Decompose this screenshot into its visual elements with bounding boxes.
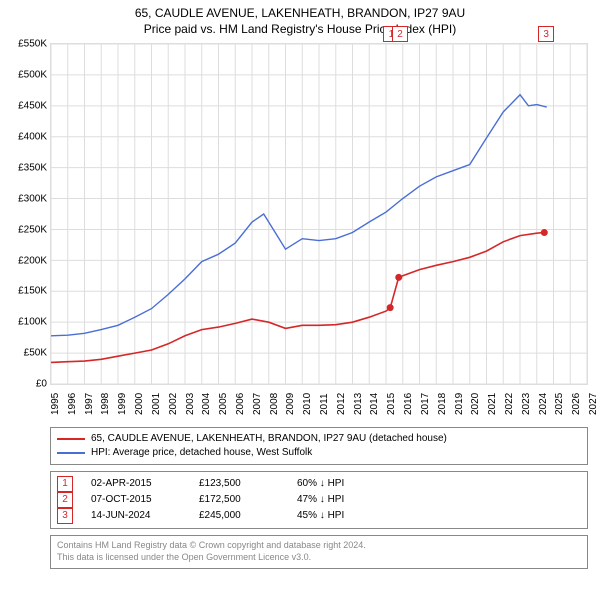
x-tick-label: 1997: [84, 393, 95, 415]
x-tick-label: 2002: [168, 393, 179, 415]
event-row: 3 14-JUN-2024 £245,000 45% ↓ HPI: [57, 508, 581, 524]
legend-label: 65, CAUDLE AVENUE, LAKENHEATH, BRANDON, …: [91, 432, 447, 446]
plot-svg: [51, 44, 587, 384]
legend-box: 65, CAUDLE AVENUE, LAKENHEATH, BRANDON, …: [50, 427, 588, 465]
x-tick-label: 2005: [218, 393, 229, 415]
x-tick-label: 2020: [470, 393, 481, 415]
events-box: 1 02-APR-2015 £123,500 60% ↓ HPI 2 07-OCT-201…: [50, 471, 588, 529]
event-date: 07-OCT-2015: [91, 492, 181, 508]
y-tick-label: £500K: [18, 70, 47, 81]
x-tick-label: 2003: [185, 393, 196, 415]
x-tick-label: 1999: [117, 393, 128, 415]
event-price: £245,000: [199, 508, 279, 524]
x-tick-label: 2024: [538, 393, 549, 415]
x-axis-ticks: 1995 1996 1997 1998 1999 2000 2001 2002 2003 2004…: [50, 385, 588, 421]
chart-event-marker: 2: [392, 26, 408, 42]
event-row: 2 07-OCT-2015 £172,500 47% ↓ HPI: [57, 492, 581, 508]
x-tick-label: 2006: [235, 393, 246, 415]
x-tick-label: 2019: [454, 393, 465, 415]
footer-box: Contains HM Land Registry data © Crown c…: [50, 535, 588, 568]
title-line-2: Price paid vs. HM Land Registry's House …: [0, 22, 600, 38]
event-date: 14-JUN-2024: [91, 508, 181, 524]
event-pct: 47% ↓ HPI: [297, 492, 344, 508]
y-tick-label: £550K: [18, 39, 47, 50]
event-row: 1 02-APR-2015 £123,500 60% ↓ HPI: [57, 476, 581, 492]
x-tick-label: 1996: [67, 393, 78, 415]
y-tick-label: £450K: [18, 101, 47, 112]
title-block: 65, CAUDLE AVENUE, LAKENHEATH, BRANDON, …: [0, 0, 600, 37]
chart-area: £0£50K£100K£150K£200K£250K£300K£350K£400…: [50, 43, 588, 385]
y-tick-label: £100K: [18, 317, 47, 328]
event-marker: 2: [57, 492, 73, 508]
event-marker: 1: [57, 476, 73, 492]
chart-event-marker: 3: [538, 26, 554, 42]
x-tick-label: 2012: [336, 393, 347, 415]
event-price: £123,500: [199, 476, 279, 492]
y-tick-label: £250K: [18, 224, 47, 235]
x-tick-label: 2014: [369, 393, 380, 415]
x-tick-label: 2015: [386, 393, 397, 415]
event-date: 02-APR-2015: [91, 476, 181, 492]
footer-line-2: This data is licensed under the Open Gov…: [57, 552, 581, 564]
y-tick-label: £200K: [18, 255, 47, 266]
x-tick-label: 2023: [521, 393, 532, 415]
x-tick-label: 2008: [269, 393, 280, 415]
footer-line-1: Contains HM Land Registry data © Crown c…: [57, 540, 581, 552]
y-tick-label: £300K: [18, 193, 47, 204]
event-pct: 45% ↓ HPI: [297, 508, 344, 524]
x-tick-label: 2021: [487, 393, 498, 415]
x-tick-label: 2027: [588, 393, 599, 415]
x-tick-label: 2025: [554, 393, 565, 415]
y-tick-label: £50K: [24, 348, 47, 359]
event-price: £172,500: [199, 492, 279, 508]
legend-item: HPI: Average price, detached house, West…: [57, 446, 581, 460]
legend-swatch: [57, 452, 85, 454]
y-tick-label: £400K: [18, 131, 47, 142]
legend-item: 65, CAUDLE AVENUE, LAKENHEATH, BRANDON, …: [57, 432, 581, 446]
y-tick-label: £350K: [18, 162, 47, 173]
x-tick-label: 2011: [319, 394, 330, 416]
y-tick-label: £0: [36, 379, 47, 390]
x-tick-label: 2007: [252, 393, 263, 415]
event-pct: 60% ↓ HPI: [297, 476, 344, 492]
x-tick-label: 1995: [50, 393, 61, 415]
x-tick-label: 2017: [420, 393, 431, 415]
x-tick-label: 2010: [302, 393, 313, 415]
x-tick-label: 2026: [571, 393, 582, 415]
legend-label: HPI: Average price, detached house, West…: [91, 446, 312, 460]
x-tick-label: 2000: [134, 393, 145, 415]
y-tick-label: £150K: [18, 286, 47, 297]
x-tick-label: 2013: [353, 393, 364, 415]
x-tick-label: 2022: [504, 393, 515, 415]
legend-swatch: [57, 438, 85, 440]
x-tick-label: 1998: [100, 393, 111, 415]
x-tick-label: 2016: [403, 393, 414, 415]
x-tick-label: 2004: [201, 393, 212, 415]
x-tick-label: 2018: [437, 393, 448, 415]
x-tick-label: 2009: [285, 393, 296, 415]
title-line-1: 65, CAUDLE AVENUE, LAKENHEATH, BRANDON, …: [0, 6, 600, 22]
x-tick-label: 2001: [151, 393, 162, 415]
event-marker: 3: [57, 508, 73, 524]
